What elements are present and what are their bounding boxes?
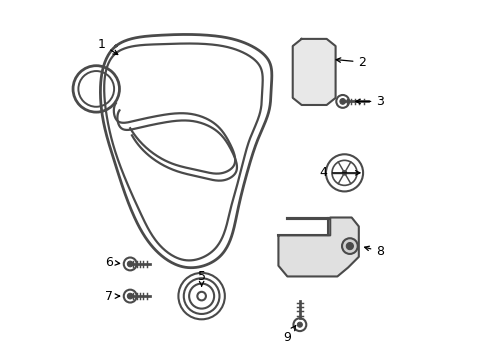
Text: 7: 7 (104, 289, 120, 303)
Circle shape (346, 243, 353, 249)
Circle shape (127, 261, 133, 267)
Text: 1: 1 (98, 38, 118, 54)
Circle shape (127, 293, 133, 299)
Circle shape (339, 99, 345, 104)
Text: 9: 9 (283, 325, 295, 344)
Circle shape (341, 238, 357, 254)
Text: 6: 6 (104, 256, 120, 269)
Text: 3: 3 (355, 95, 384, 108)
Polygon shape (278, 217, 358, 276)
Circle shape (342, 171, 346, 175)
Text: 8: 8 (364, 245, 384, 258)
Circle shape (297, 322, 302, 327)
Text: 2: 2 (335, 55, 366, 69)
Text: 5: 5 (197, 270, 205, 286)
Polygon shape (292, 39, 335, 105)
Text: 4: 4 (319, 166, 359, 179)
